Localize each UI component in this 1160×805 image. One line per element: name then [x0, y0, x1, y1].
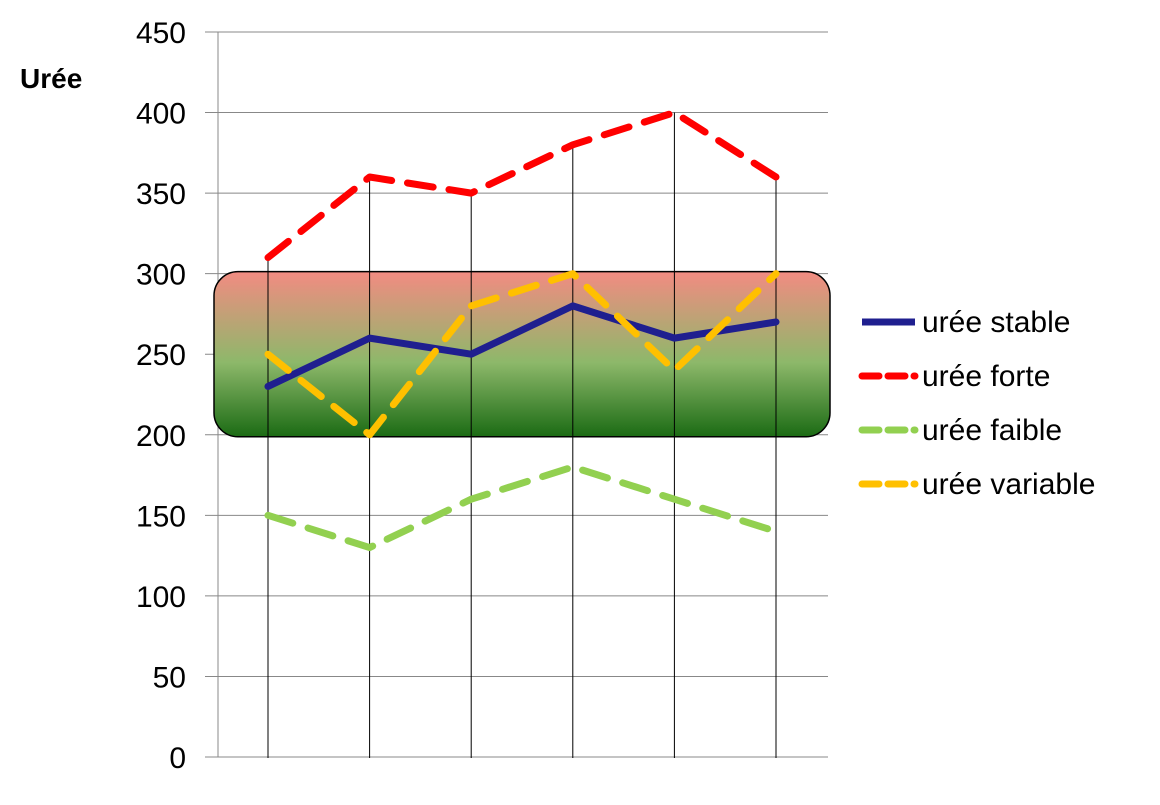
y-tick-labels: 0 50 100 150 200 250 300 350 400 450: [136, 17, 186, 775]
legend-label: urée faible: [922, 414, 1062, 447]
reference-band-rect: [213, 270, 831, 438]
legend-label: urée forte: [922, 360, 1050, 393]
y-tick-label: 400: [136, 98, 186, 131]
y-tick-label: 200: [136, 420, 186, 453]
legend: urée stable urée forte urée faible urée var…: [858, 306, 1095, 501]
series-lines: [264, 109, 780, 552]
y-axis-label: Urée: [20, 63, 82, 94]
reference-band: [213, 270, 831, 438]
y-tick-label: 50: [153, 661, 186, 694]
legend-label: urée variable: [922, 468, 1095, 501]
y-tick-label: 450: [136, 17, 186, 50]
legend-label: urée stable: [922, 306, 1070, 339]
y-tick-label: 100: [136, 581, 186, 614]
y-tick-label: 300: [136, 259, 186, 292]
y-tick-label: 350: [136, 178, 186, 211]
series-line-urée-stable: [264, 302, 780, 390]
y-tick-label: 150: [136, 500, 186, 533]
series-line-urée-faible: [264, 463, 780, 552]
y-tick-label: 250: [136, 339, 186, 372]
series-line-urée-forte: [264, 109, 780, 262]
series-line-urée-variable: [264, 270, 780, 439]
y-tick-label: 0: [169, 742, 186, 775]
